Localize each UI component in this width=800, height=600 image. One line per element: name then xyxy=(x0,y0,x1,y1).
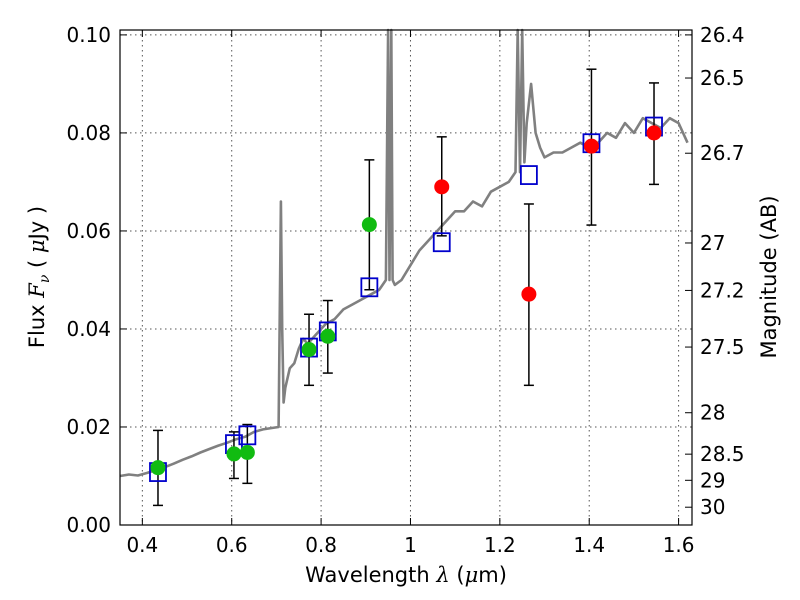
mag-tick-label: 30 xyxy=(700,495,725,519)
sed-curve xyxy=(119,28,689,478)
mag-tick-label: 26.5 xyxy=(700,66,745,90)
y-tick-label: 0.06 xyxy=(66,219,111,243)
x-axis-label: Wavelength λ (μm) xyxy=(305,563,507,587)
mag-tick-label: 27 xyxy=(700,231,725,255)
y-tick-label: 0.08 xyxy=(66,121,111,145)
x-axis-symbol: λ xyxy=(435,563,449,587)
y-axis-symbol: F xyxy=(25,282,49,299)
x-tick-label: 1.2 xyxy=(484,533,516,557)
mag-tick-label: 28.5 xyxy=(700,442,745,466)
x-tick-label: 1 xyxy=(404,533,417,557)
tick-layer: 0.4 0.6 0.8 1 1.2 1.4 1.6 0.00 0.02 0.04 0.06 0.08 0… xyxy=(66,23,744,557)
mag-tick-label: 26.7 xyxy=(700,141,745,165)
mag-tick-label: 29 xyxy=(700,468,725,492)
mag-tick-label: 27.2 xyxy=(700,278,745,302)
optical-detection-point xyxy=(320,328,336,344)
model-square xyxy=(360,277,379,298)
mag-tick-label: 26.4 xyxy=(700,23,745,47)
x-tick-label: 1.6 xyxy=(663,533,695,557)
x-tick-label: 0.4 xyxy=(126,533,158,557)
y-axis-label: Flux Fν ( μJy ) xyxy=(25,206,53,348)
nir-detection-point xyxy=(434,179,450,195)
optical-detection-point xyxy=(361,217,377,233)
x-tick-label: 1.4 xyxy=(573,533,605,557)
optical-detection-point xyxy=(239,444,255,460)
model-square xyxy=(519,165,538,185)
model-square xyxy=(238,425,257,446)
nir-detection-point xyxy=(583,138,599,154)
optical-detection-point xyxy=(301,342,317,358)
mag-tick-label: 27.5 xyxy=(700,335,745,359)
y-tick-label: 0.04 xyxy=(66,317,111,341)
optical-detection-point xyxy=(226,446,242,462)
point-layer xyxy=(150,125,662,476)
x-tick-label: 0.8 xyxy=(305,533,337,557)
plot-frame xyxy=(119,29,693,526)
mag-tick-label: 28 xyxy=(700,401,725,425)
nir-detection-point xyxy=(521,286,537,302)
y2-axis-label: Magnitude (AB) xyxy=(757,195,781,358)
x-tick-label: 0.6 xyxy=(216,533,248,557)
sed-layer xyxy=(119,28,689,478)
optical-detection-point xyxy=(150,460,166,476)
y-tick-label: 0.00 xyxy=(66,513,111,537)
nir-detection-point xyxy=(646,125,662,141)
model-square xyxy=(432,232,451,253)
y-tick-label: 0.10 xyxy=(66,23,111,47)
y-tick-label: 0.02 xyxy=(66,415,111,439)
